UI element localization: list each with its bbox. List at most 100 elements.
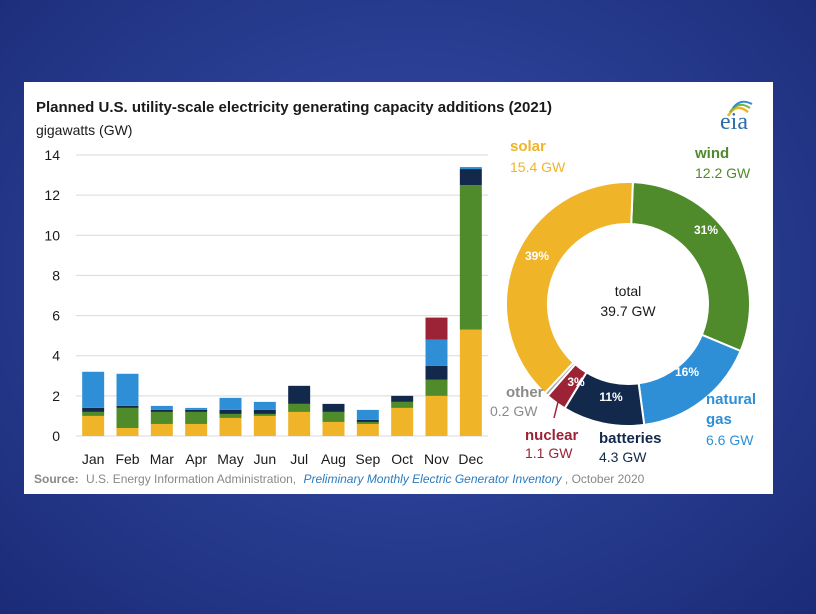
logo-text: eia <box>720 109 748 135</box>
donut-category-label-solar: solar <box>510 138 546 155</box>
bar-segment-batteries <box>82 407 105 412</box>
bar-segment-wind <box>185 411 208 424</box>
bar-segment-solar <box>459 329 482 436</box>
bar-segment-batteries <box>288 385 311 404</box>
donut-value-label-batteries: 4.3 GW <box>599 449 647 465</box>
leader-line-nuclear <box>553 401 559 419</box>
bar-segment-natural-gas <box>459 167 482 170</box>
logo-arc-green <box>729 103 751 113</box>
bar-segment-solar <box>150 423 173 436</box>
donut-value-label-wind: 12.2 GW <box>695 165 751 181</box>
donut-center-value: 39.7 GW <box>600 303 656 319</box>
bar-segment-batteries <box>116 405 139 408</box>
y-tick-label: 8 <box>52 267 60 283</box>
donut-value-label-other: 0.2 GW <box>490 403 538 419</box>
donut-slice-wind <box>630 181 751 353</box>
bar-segment-solar <box>82 415 105 436</box>
y-tick-label: 2 <box>52 388 60 404</box>
bar-segment-batteries <box>219 409 242 414</box>
bar-segment-natural-gas <box>82 371 105 408</box>
bar-segment-wind <box>253 413 276 416</box>
donut-category-label-natural-gas: natural gas <box>706 391 756 428</box>
chart-figure: Planned U.S. utility-scale electricity g… <box>34 99 756 486</box>
x-tick-label: Dec <box>458 451 483 467</box>
bar-segment-wind <box>391 401 414 408</box>
donut-pct-label: 3% <box>567 375 585 389</box>
bar-segment-natural-gas <box>253 401 276 410</box>
donut-slice-solar <box>505 181 634 395</box>
chart-title: Planned U.S. utility-scale electricity g… <box>36 99 552 116</box>
bar-segment-natural-gas <box>116 373 139 406</box>
bar-segment-batteries <box>253 409 276 414</box>
donut-value-label-natural-gas: 6.6 GW <box>706 432 754 448</box>
stacked-bar-chart: 0 2 4 6 8 10 12 14 Jan Feb Mar Apr May Jun Jul Aug Sep Oc… <box>44 147 488 467</box>
bar-segment-solar <box>185 423 208 436</box>
donut-category-label-batteries: batteries <box>599 430 662 447</box>
x-tick-label: Apr <box>185 451 207 467</box>
x-tick-label: Jul <box>290 451 308 467</box>
bar-segment-solar <box>253 415 276 436</box>
bar-segment-wind <box>219 413 242 418</box>
y-tick-label: 4 <box>52 348 60 364</box>
label-line: natural <box>706 391 756 408</box>
donut-pct-label: 39% <box>525 249 549 263</box>
bar-segment-batteries <box>356 419 379 422</box>
bar-segment-natural-gas <box>356 409 379 420</box>
bar-segment-batteries <box>150 409 173 412</box>
donut-pct-label: 31% <box>694 223 718 237</box>
bar-segment-solar <box>288 411 311 436</box>
bar-segment-natural-gas <box>219 397 242 410</box>
bar-segment-solar <box>425 395 448 436</box>
x-tick-label: May <box>217 451 243 467</box>
y-tick-label: 6 <box>52 308 60 324</box>
source-publication: Preliminary Monthly Electric Generator I… <box>303 472 562 486</box>
logo-arc-blue <box>732 100 753 109</box>
bar-segment-batteries <box>391 395 414 402</box>
donut-chart: 31% 16% 11% 3% 39% total 39.7 GW wind 12.2 GW nat… <box>490 138 756 465</box>
x-tick-label: Oct <box>391 451 413 467</box>
x-tick-label: Sep <box>355 451 380 467</box>
label-line: gas <box>706 411 732 428</box>
source-prefix: Source: <box>34 472 79 486</box>
y-tick-label: 14 <box>44 147 60 163</box>
bar-segment-solar <box>219 417 242 436</box>
bar-segment-solar <box>116 427 139 436</box>
donut-value-label-solar: 15.4 GW <box>510 159 566 175</box>
x-tick-label: Mar <box>150 451 174 467</box>
bar-segment-solar <box>391 407 414 436</box>
donut-category-label-other: other <box>506 384 544 401</box>
y-tick-label: 0 <box>52 428 60 444</box>
bar-segment-wind <box>459 185 482 330</box>
bar-segment-wind <box>82 411 105 416</box>
bar-segment-wind <box>288 403 311 412</box>
source-date: , October 2020 <box>565 472 645 486</box>
donut-pct-label: 16% <box>675 365 699 379</box>
bar-segment-solar <box>356 423 379 436</box>
eia-logo: eia <box>720 100 753 135</box>
x-tick-label: Jan <box>82 451 105 467</box>
bar-segment-natural-gas <box>185 407 208 410</box>
donut-category-label-nuclear: nuclear <box>525 427 579 444</box>
y-tick-label: 12 <box>44 187 60 203</box>
donut-value-label-nuclear: 1.1 GW <box>525 445 573 461</box>
bar-segment-nuclear <box>425 317 448 340</box>
y-tick-label: 10 <box>44 227 60 243</box>
bar-segment-natural-gas <box>425 339 448 366</box>
x-tick-label: Feb <box>115 451 139 467</box>
bar-segment-wind <box>116 407 139 428</box>
source-agency: U.S. Energy Information Administration, <box>86 472 296 486</box>
bar-segment-batteries <box>185 409 208 412</box>
bar-segment-batteries <box>425 365 448 380</box>
donut-category-label-wind: wind <box>694 145 729 162</box>
bar-segment-wind <box>356 421 379 424</box>
chart-card: Planned U.S. utility-scale electricity g… <box>24 82 773 494</box>
donut-pct-label: 11% <box>599 390 623 404</box>
bar-segment-natural-gas <box>150 405 173 410</box>
x-tick-label: Jun <box>254 451 277 467</box>
x-tick-label: Aug <box>321 451 346 467</box>
bar-segment-batteries <box>459 169 482 186</box>
x-tick-label: Nov <box>424 451 449 467</box>
bar-segment-solar <box>322 421 345 436</box>
y-axis-label: gigawatts (GW) <box>36 122 132 138</box>
source-line: Source: U.S. Energy Information Administ… <box>34 472 645 486</box>
